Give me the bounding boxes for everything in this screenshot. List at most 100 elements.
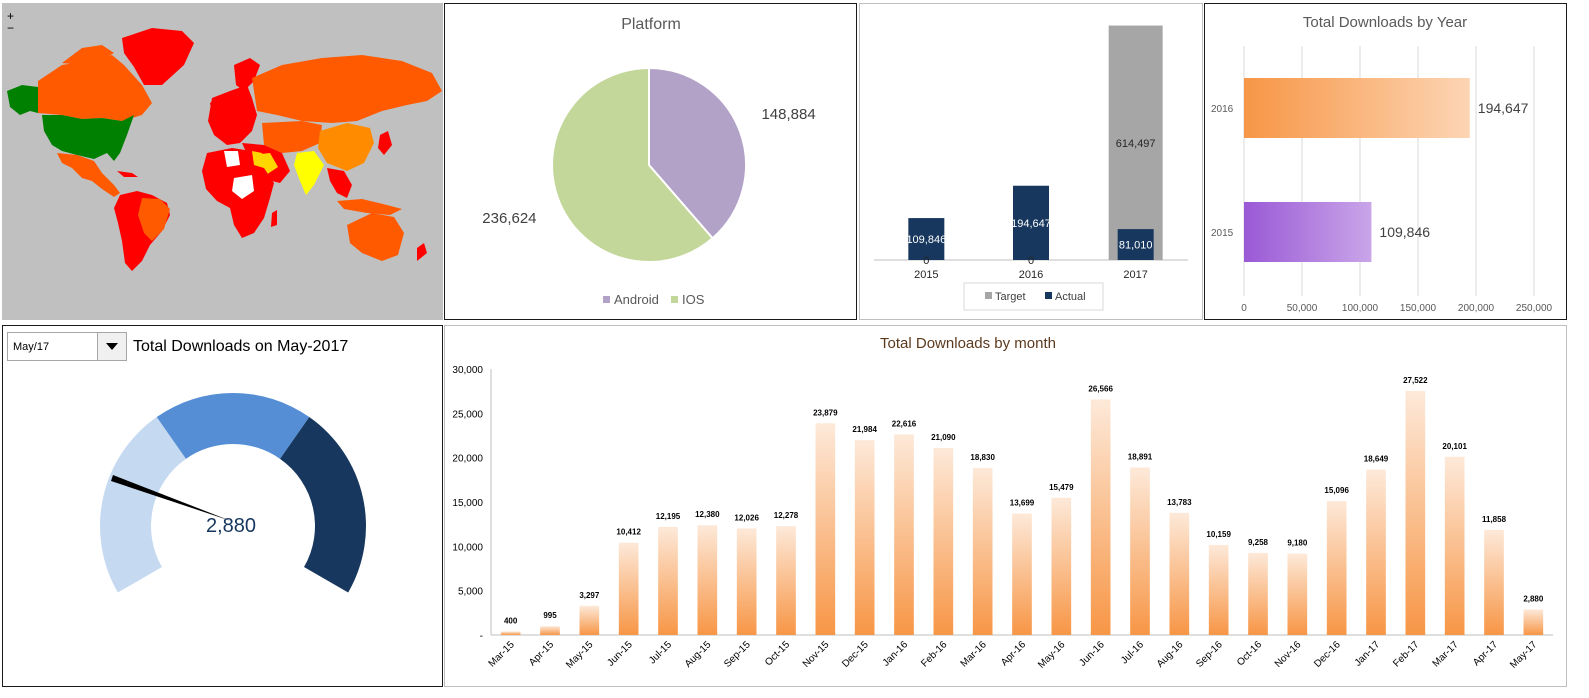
x-tick-label: Mar-17	[1431, 639, 1461, 669]
map-region-north-africa[interactable]	[252, 151, 264, 168]
month-bar	[972, 468, 993, 635]
world-map	[7, 28, 442, 271]
downloads-gauge: 2,880	[100, 393, 366, 593]
gauge-segment-high	[280, 417, 366, 593]
x-tick-label: Aug-16	[1155, 639, 1186, 670]
pie-slice-ios	[551, 66, 715, 263]
map-region-indonesia[interactable]	[337, 199, 402, 215]
world-map-panel: + −	[2, 3, 443, 320]
map-region-india[interactable]	[294, 151, 324, 195]
y-tick-label: 30,000	[452, 365, 483, 376]
month-data-label: 995	[543, 611, 557, 620]
month-data-label: 15,479	[1049, 483, 1074, 492]
y-tick-label: 20,000	[452, 454, 483, 465]
map-region-usa[interactable]	[42, 115, 134, 161]
map-region-arctic-islands[interactable]	[62, 45, 114, 65]
month-data-label: 10,412	[616, 528, 641, 537]
x-tick-label: Jun-16	[1077, 639, 1107, 669]
month-bar	[1248, 552, 1268, 635]
map-region-southeast-asia[interactable]	[327, 168, 352, 198]
actual-bar	[1013, 185, 1049, 260]
map-region-madagascar[interactable]	[271, 210, 277, 227]
x-tick-label: 2016	[1019, 269, 1043, 281]
month-data-label: 9,180	[1287, 539, 1308, 548]
x-tick-label: Apr-16	[999, 639, 1028, 668]
target-actual-panel: 0 109,846 2015 0 194,647 2016 614,497 81,010 201…	[859, 3, 1203, 320]
month-bar	[1208, 544, 1229, 635]
y-tick-label: 10,000	[452, 542, 483, 553]
month-bar	[933, 448, 954, 635]
x-tick-label: Mar-16	[959, 639, 989, 669]
map-region-japan[interactable]	[378, 131, 392, 155]
month-bar	[618, 542, 639, 635]
x-tick-label: 200,000	[1458, 303, 1495, 314]
zoom-in-button[interactable]: +	[7, 9, 15, 23]
month-bar	[1444, 456, 1465, 635]
downloads-by-year-panel: Total Downloads by Year 0 50,000 100,000 150…	[1204, 3, 1567, 320]
x-tick-label: Nov-15	[801, 639, 832, 670]
map-region-uk[interactable]	[210, 99, 218, 113]
month-bar	[1169, 512, 1190, 635]
map-region-africa-no-data[interactable]	[224, 151, 254, 199]
month-bar	[697, 525, 718, 635]
year-data-label: 194,647	[1478, 100, 1529, 116]
month-bar	[736, 528, 757, 635]
month-data-label: 12,195	[656, 512, 681, 521]
pie-title: Platform	[621, 16, 681, 33]
y-tick-label: 2016	[1211, 104, 1234, 115]
y-tick-label: 5,000	[458, 587, 483, 598]
map-region-caribbean[interactable]	[117, 171, 138, 177]
x-tick-label: Feb-17	[1391, 639, 1421, 669]
map-region-canada[interactable]	[38, 55, 152, 121]
x-tick-label: Jul-15	[647, 639, 674, 666]
month-data-label: 18,891	[1128, 452, 1153, 461]
legend-swatch-android	[603, 296, 610, 303]
y-tick-label: -	[480, 631, 483, 642]
y-tick-label: 2015	[1211, 228, 1234, 239]
month-bar	[1287, 553, 1308, 635]
chevron-down-icon[interactable]	[97, 333, 126, 360]
month-bar	[579, 605, 600, 635]
map-region-scandinavia[interactable]	[234, 58, 260, 91]
month-data-label: 27,522	[1403, 376, 1428, 385]
downloads-by-year-chart: Total Downloads by Year 0 50,000 100,000 150…	[1211, 14, 1553, 314]
month-bar	[658, 526, 678, 635]
month-select[interactable]: May/17	[7, 332, 127, 361]
month-data-label: 2,880	[1523, 594, 1544, 603]
month-data-label: 12,380	[695, 510, 720, 519]
map-region-brazil[interactable]	[138, 198, 170, 241]
map-region-europe[interactable]	[208, 85, 257, 145]
zoom-out-button[interactable]: −	[7, 21, 15, 35]
x-tick-label: 2015	[914, 269, 938, 281]
month-data-label: 10,159	[1206, 530, 1231, 539]
month-data-label: 21,090	[931, 433, 956, 442]
gauge-panel: May/17 Total Downloads on May-2017 2,880	[2, 325, 443, 687]
map-region-new-zealand[interactable]	[417, 243, 427, 261]
gauge-needle	[111, 475, 231, 521]
month-data-label: 21,984	[852, 425, 877, 434]
month-bar	[776, 526, 796, 635]
actual-data-label: 109,846	[906, 234, 946, 246]
map-region-australia[interactable]	[347, 213, 404, 261]
x-tick-label: Jun-15	[605, 639, 635, 669]
x-tick-label: Sep-16	[1194, 639, 1225, 670]
legend-label-actual: Actual	[1055, 291, 1086, 303]
map-region-russia[interactable]	[252, 55, 442, 123]
map-region-mexico[interactable]	[57, 153, 120, 197]
month-data-label: 3,297	[579, 591, 600, 600]
month-bar	[1484, 529, 1504, 635]
month-data-label: 12,026	[734, 513, 759, 522]
month-bar	[1090, 399, 1111, 635]
map-region-alaska[interactable]	[7, 85, 38, 115]
target-bar	[1108, 25, 1163, 260]
map-region-central-asia[interactable]	[262, 121, 322, 153]
x-tick-label: Oct-15	[763, 639, 792, 668]
map-region-china[interactable]	[318, 123, 374, 171]
platform-pie-chart: Platform 148,884 236,624 Android IOS	[482, 16, 815, 307]
legend-swatch-ios	[671, 296, 678, 303]
map-region-greenland[interactable]	[122, 28, 194, 85]
x-tick-label: 2017	[1123, 269, 1147, 281]
x-tick-label: Feb-16	[919, 639, 949, 669]
x-tick-label: May-17	[1508, 639, 1540, 671]
x-tick-label: Apr-15	[527, 639, 556, 668]
